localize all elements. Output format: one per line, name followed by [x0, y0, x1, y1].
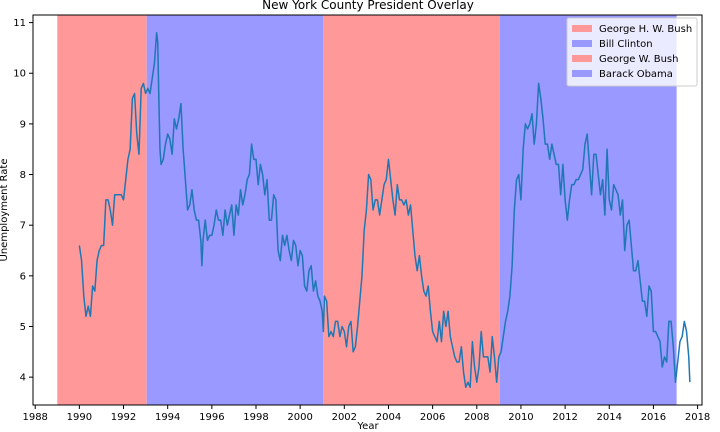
presidency-band-0: [57, 15, 147, 405]
x-tick-label: 2006: [420, 412, 445, 423]
series-line-layer: [78, 31, 691, 389]
x-tick-label: 1992: [111, 412, 136, 423]
legend-label-2: George W. Bush: [599, 54, 678, 65]
legend-box: [566, 17, 698, 87]
y-tick-label: 4: [20, 373, 26, 384]
x-tick-label: 2008: [464, 412, 489, 423]
legend-swatch-2: [572, 55, 592, 62]
y-tick-label: 5: [20, 322, 26, 333]
legend-label-1: Bill Clinton: [599, 39, 653, 50]
chart-title: New York County President Overlay: [262, 0, 474, 12]
x-tick-label: 2002: [332, 412, 357, 423]
x-tick-label: 1996: [199, 412, 224, 423]
x-tick-label: 1990: [67, 412, 92, 423]
y-tick-label: 10: [13, 69, 26, 80]
series-line-0: [78, 31, 691, 389]
x-tick-label: 2010: [508, 412, 533, 423]
x-tick-label: 2000: [287, 412, 312, 423]
legend-swatch-0: [572, 25, 592, 32]
legend-label-3: Barack Obama: [599, 69, 673, 80]
x-tick-label: 2012: [552, 412, 577, 423]
y-tick-label: 8: [20, 170, 26, 181]
x-tick-label: 2018: [685, 412, 710, 423]
y-tick-label: 11: [13, 18, 26, 29]
y-axis-label: Unemployment Rate: [0, 159, 10, 262]
y-tick-label: 6: [20, 271, 26, 282]
legend: George H. W. Bush Bill Clinton George W. B…: [566, 17, 698, 87]
x-tick-label: 1994: [155, 412, 180, 423]
y-tick-label: 9: [20, 119, 26, 130]
x-tick-label: 2004: [376, 412, 401, 423]
x-tick-label: 1988: [22, 412, 47, 423]
x-tick-label: 2014: [597, 412, 622, 423]
x-axis-label: Year: [356, 421, 379, 432]
plot-frame: [32, 14, 703, 406]
x-tick-label: 2016: [641, 412, 666, 423]
x-tick-label: 1998: [243, 412, 268, 423]
y-tick-label: 7: [20, 221, 26, 232]
legend-swatch-3: [572, 70, 592, 77]
legend-label-0: George H. W. Bush: [599, 24, 692, 35]
x-axis: 1988 1990 1992 1994 1996 1998 2000 2002 2004 2006…: [22, 405, 710, 423]
legend-swatch-1: [572, 40, 592, 47]
y-axis: 4 5 6 7 8 9 10 11: [13, 18, 33, 384]
